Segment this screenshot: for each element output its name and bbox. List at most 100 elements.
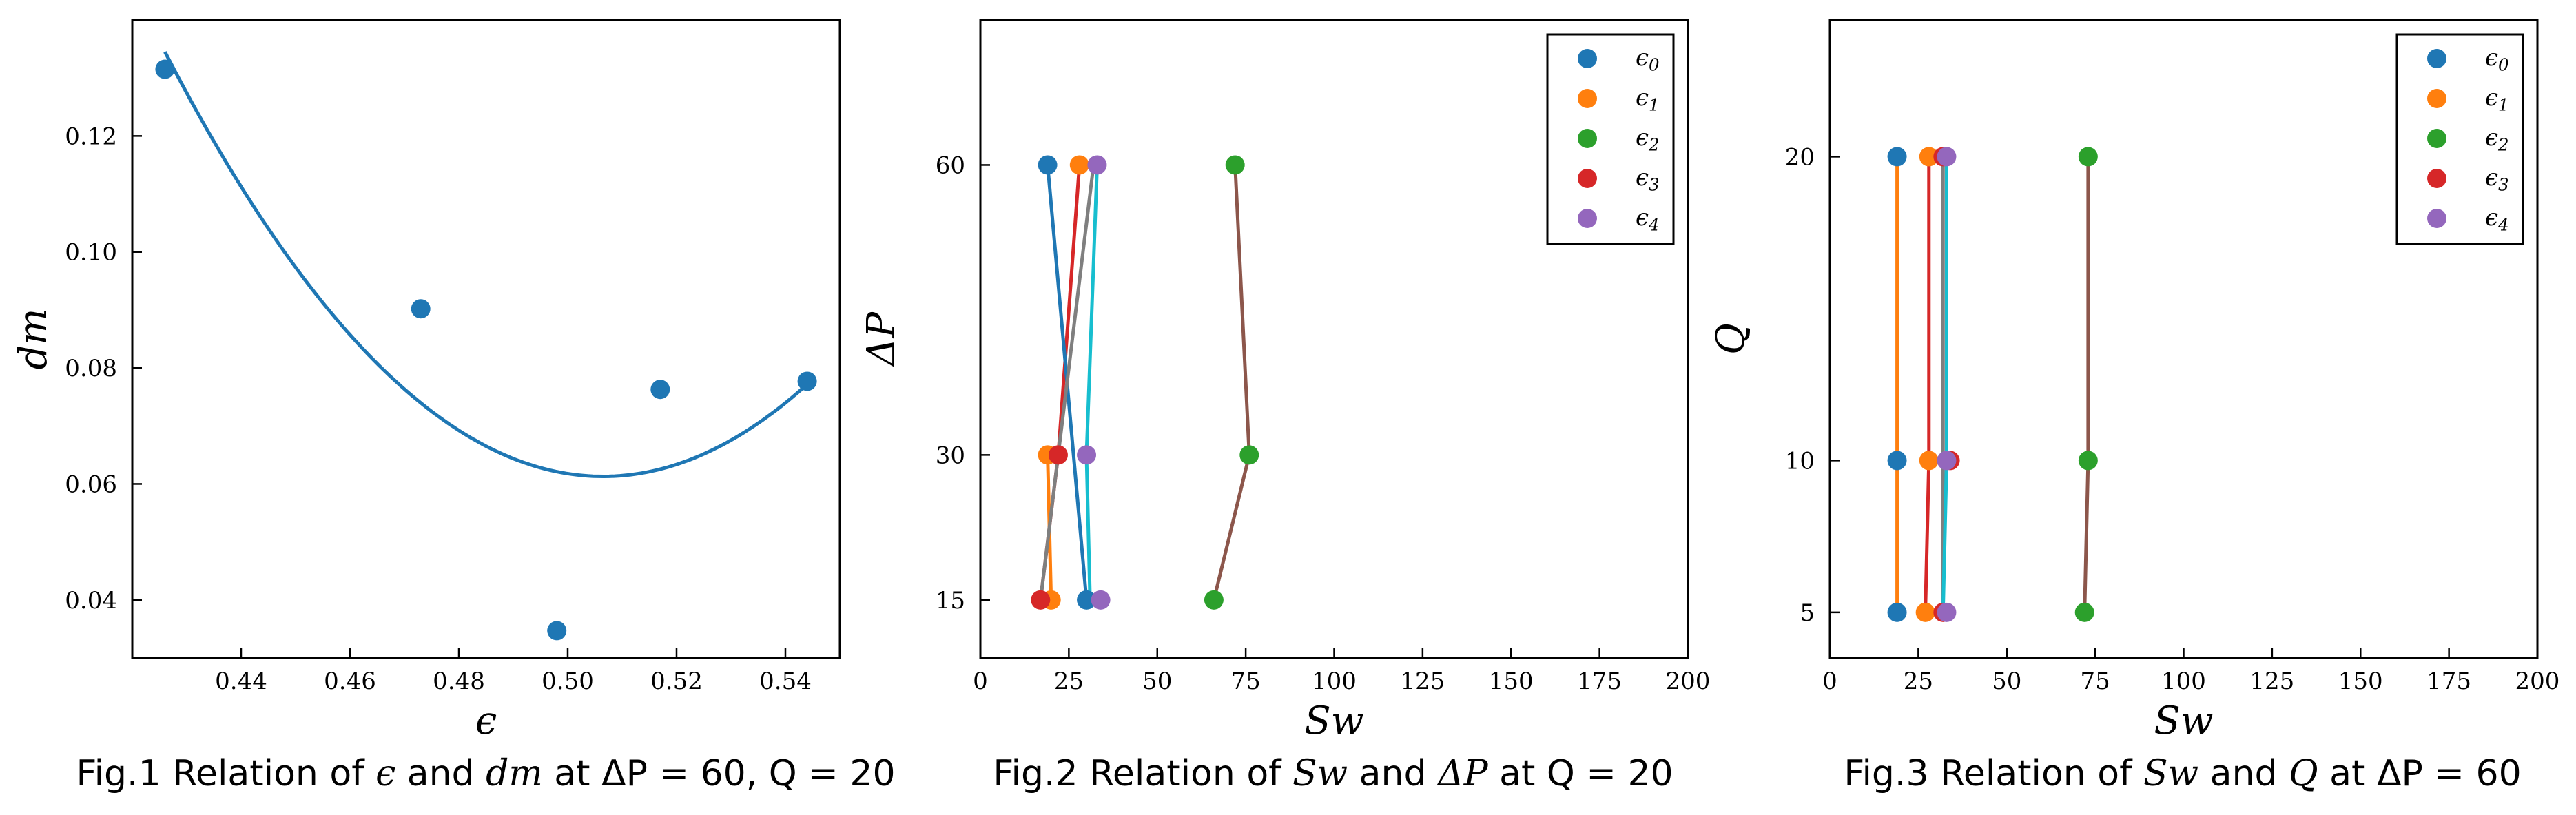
data-point [2078,147,2098,167]
x-tick-label: 0.48 [433,668,485,695]
x-tick-label: 100 [1312,668,1357,695]
y-tick-label: 60 [936,152,965,179]
data-point [1225,155,1245,175]
data-point [1937,602,1957,622]
legend-marker [2427,169,2446,188]
legend-marker [1578,129,1597,148]
x-tick-label: 100 [2161,668,2206,695]
x-tick-label: 0 [1822,668,1837,695]
legend-marker [2427,209,2446,228]
chart-panel-2: 0 25 50 75 100 125 150 175 200153060ϵ0ϵ1ϵ2ϵ3ϵ4Sw… [859,19,1711,794]
x-tick-label: 50 [1142,668,1172,695]
connector-line [1084,165,1099,600]
data-point [650,380,670,400]
x-tick-label: 150 [1489,668,1534,695]
data-point [2074,602,2094,622]
x-tick-label: 125 [1400,668,1445,695]
y-tick-label: 0.10 [65,239,117,267]
y-tick-label: 20 [1785,143,1815,171]
y-axis-label: ΔP [859,311,904,367]
legend-box [2395,33,2524,245]
legend-marker [2427,49,2446,68]
data-point [797,371,817,391]
data-point [1038,155,1058,175]
data-point [1887,602,1907,622]
connector-line [2083,156,2090,612]
x-tick-label: 200 [1666,668,1711,695]
data-point [1239,445,1259,465]
data-point [155,59,175,79]
chart-panel-3: 0 25 50 75 100 125 150 175 20051020ϵ0ϵ1ϵ2ϵ3ϵ4SwQ… [1709,19,2560,794]
data-point [1887,147,1907,167]
figure-caption: Fig.1 Relation of ϵ and dm at ΔP = 60, Q… [76,753,895,794]
data-point [1937,147,1957,167]
x-tick-label: 175 [1577,668,1622,695]
x-axis-label: Sw [2154,699,2213,743]
x-tick-label: 125 [2249,668,2294,695]
figure-caption: Fig.2 Relation of Sw and ΔP at Q = 20 [993,753,1673,794]
x-tick-label: 0.46 [324,668,376,695]
data-point [1087,155,1107,175]
y-tick-label: 0.12 [65,123,117,150]
y-tick-label: 0.06 [65,471,117,498]
y-tick-label: 10 [1785,447,1815,475]
y-tick-label: 0.08 [65,355,117,382]
legend-marker [2427,89,2446,108]
legend-label: ϵ2 [2485,124,2509,154]
data-point [1887,451,1907,471]
x-tick-label: 200 [2515,668,2560,695]
data-point [1048,445,1068,465]
x-tick-label: 175 [2426,668,2471,695]
x-tick-label: 0.54 [759,668,812,695]
data-point [1031,590,1051,610]
x-axis-label: Sw [1304,699,1363,743]
data-point [1937,451,1957,471]
x-tick-label: 0.52 [650,668,703,695]
chart-panel-1: 0.44 0.46 0.48 0.50 0.52 0.54 0.04 0.06 0.08 0.10… [11,19,896,794]
y-axis-label: Q [1709,323,1753,355]
y-tick-label: 15 [936,587,965,615]
legend-marker [1578,89,1597,108]
x-tick-label: 0.44 [215,668,267,695]
data-point [411,299,431,319]
legend-box [1546,33,1675,245]
data-point [1077,590,1097,610]
y-tick-label: 5 [1800,599,1815,627]
data-point [1091,590,1111,610]
legend-marker [1578,209,1597,228]
x-tick-label: 0 [973,668,988,695]
data-point [1069,155,1089,175]
x-tick-label: 50 [1992,668,2021,695]
connector-line [1212,165,1251,601]
data-point [1204,590,1224,610]
y-axis-label: dm [11,309,56,370]
legend-label: ϵ4 [1636,204,1660,234]
data-point [1919,147,1939,167]
legend-marker [1578,169,1597,188]
x-tick-label: 75 [1230,668,1260,695]
connector-line [1038,165,1082,601]
y-tick-label: 0.04 [65,587,117,615]
data-point [547,621,567,641]
plot-frame [1828,19,2539,659]
legend-marker [1578,49,1597,68]
data-point [2078,451,2098,471]
x-tick-label: 25 [1904,668,1933,695]
legend-marker [2427,129,2446,148]
connector-line [1924,156,1931,612]
x-tick-label: 25 [1054,668,1084,695]
x-tick-label: 0.50 [542,668,594,695]
data-point [1919,451,1939,471]
data-point [1915,602,1935,622]
connector-line [1038,165,1095,601]
x-tick-label: 75 [2080,668,2110,695]
figure-caption: Fig.3 Relation of Sw and Q at ΔP = 60 [1844,753,2521,794]
x-axis-label: ϵ [475,699,497,743]
x-tick-label: 150 [2338,668,2383,695]
data-point [1077,445,1097,465]
plot-frame [979,19,1689,659]
y-tick-label: 30 [936,442,965,469]
plot-frame [131,19,841,659]
fit-curve [163,51,809,479]
